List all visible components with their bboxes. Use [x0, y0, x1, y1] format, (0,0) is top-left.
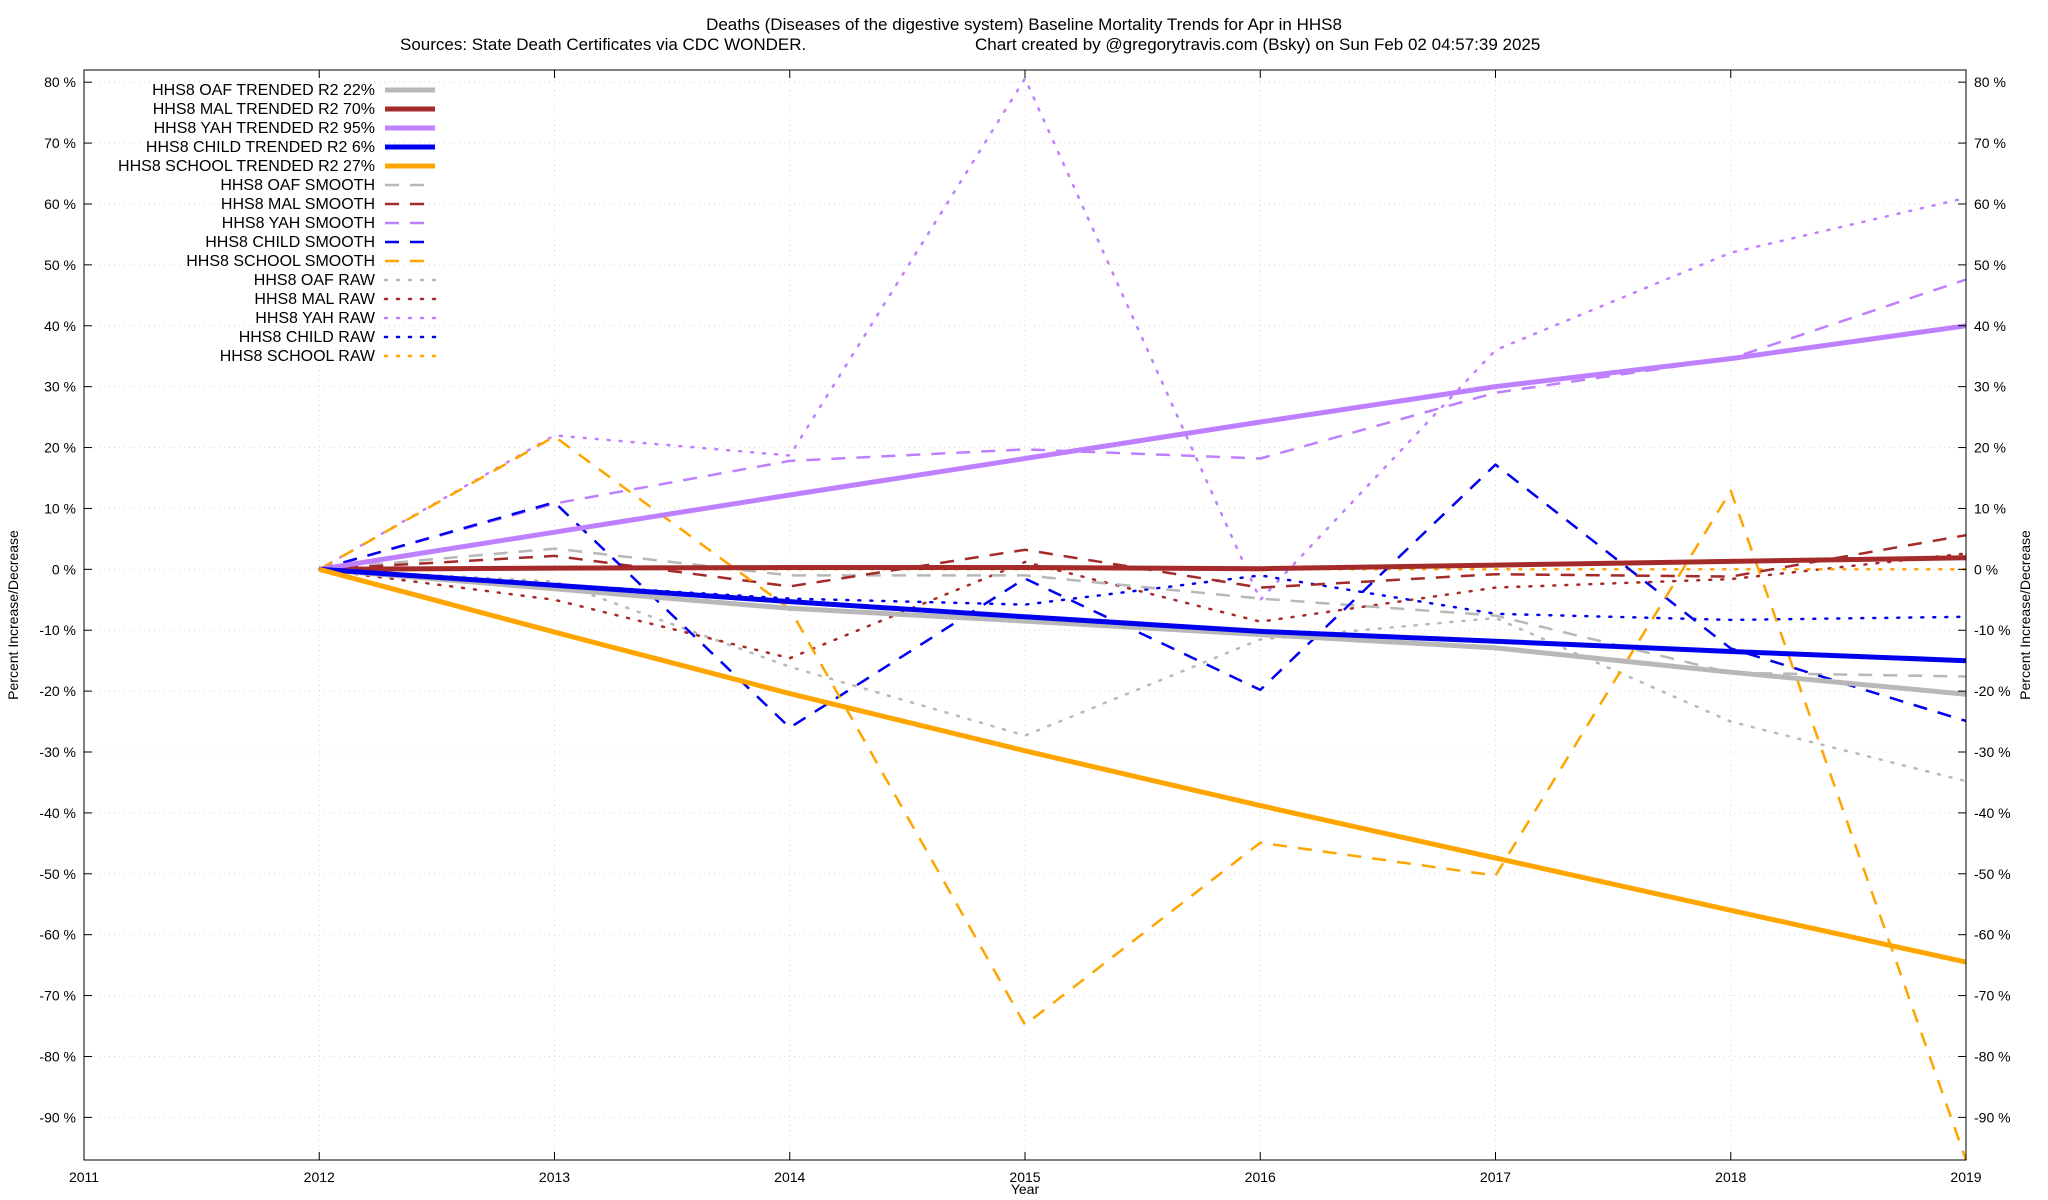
legend-label: HHS8 MAL TRENDED R2 70%	[153, 101, 375, 118]
y-tick-label-right: 10 %	[1974, 500, 2006, 516]
series-line-hhs8-mal-trended-r2	[319, 555, 1967, 572]
y-tick-label-left: 50 %	[44, 257, 76, 273]
x-tick-label: 2018	[1715, 1169, 1746, 1185]
x-tick-label: 2014	[774, 1169, 805, 1185]
y-tick-label-right: -80 %	[1974, 1048, 2011, 1064]
x-tick-label: 2017	[1480, 1169, 1511, 1185]
series-line-hhs8-oaf-trended-r2	[319, 566, 1967, 697]
legend-label: HHS8 CHILD RAW	[239, 329, 376, 346]
legend-label: HHS8 OAF TRENDED R2 22%	[152, 82, 375, 99]
series-line-hhs8-school-trended-r2	[318, 566, 1967, 965]
legend: HHS8 OAF TRENDED R2 22% HHS8 MAL TRENDED …	[118, 82, 437, 365]
y-tick-label-right: 20 %	[1974, 440, 2006, 456]
y-tick-label-left: 60 %	[44, 196, 76, 212]
legend-label: HHS8 SCHOOL RAW	[220, 348, 376, 365]
y-tick-label-left: -40 %	[39, 805, 76, 821]
legend-label: HHS8 CHILD SMOOTH	[205, 234, 375, 251]
y-tick-label-left: 80 %	[44, 74, 76, 90]
y-tick-label-right: -10 %	[1974, 622, 2011, 638]
legend-label: HHS8 YAH TRENDED R2 95%	[154, 120, 375, 137]
chart-subtitle-left: Sources: State Death Certificates via CD…	[400, 35, 806, 54]
legend-label: HHS8 YAH RAW	[255, 310, 376, 327]
series-line-hhs8-yah-raw	[318, 77, 1968, 602]
series-line-hhs8-mal-raw	[318, 552, 1968, 660]
axis-ticks: 80 % 80 % 70 % 70 % 60 % 60 % 50 % 50 % 40 % 40 %…	[39, 70, 2011, 1185]
x-tick-label: 2013	[539, 1169, 570, 1185]
x-tick-label: 2012	[304, 1169, 335, 1185]
y-tick-label-left: 20 %	[44, 440, 76, 456]
x-tick-label: 2019	[1950, 1169, 1981, 1185]
y-tick-label-left: -80 %	[39, 1048, 76, 1064]
x-axis-label: Year	[1011, 1181, 1040, 1197]
y-tick-label-left: 0 %	[52, 561, 76, 577]
series-line-hhs8-oaf-smooth	[319, 547, 1967, 678]
chart-title: Deaths (Diseases of the digestive system…	[706, 15, 1342, 34]
series-line-hhs8-school-smooth	[318, 435, 1968, 1161]
legend-label: HHS8 CHILD TRENDED R2 6%	[146, 139, 375, 156]
series-line-hhs8-yah-trended-r2	[318, 323, 1967, 572]
y-axis-label-left: Percent Increase/Decrease	[5, 530, 21, 700]
legend-label: HHS8 OAF SMOOTH	[220, 177, 375, 194]
grid-lines	[83, 70, 1967, 1160]
y-tick-label-right: 30 %	[1974, 379, 2006, 395]
y-tick-label-left: -60 %	[39, 927, 76, 943]
x-tick-label: 2011	[69, 1169, 99, 1185]
chart-subtitle-right: Chart created by @gregorytravis.com (Bsk…	[975, 35, 1540, 54]
legend-label: HHS8 SCHOOL TRENDED R2 27%	[118, 158, 375, 175]
legend-label: HHS8 OAF RAW	[254, 272, 376, 289]
y-tick-label-right: -60 %	[1974, 927, 2011, 943]
series-line-hhs8-yah-smooth	[318, 278, 1967, 571]
y-tick-label-left: 40 %	[44, 318, 76, 334]
y-tick-label-left: -50 %	[39, 866, 76, 882]
y-tick-label-right: -70 %	[1974, 988, 2011, 1004]
y-tick-label-right: 0 %	[1974, 561, 1998, 577]
y-tick-label-left: 10 %	[44, 500, 76, 516]
y-tick-label-right: 60 %	[1974, 196, 2006, 212]
y-tick-label-left: -20 %	[39, 683, 76, 699]
y-tick-label-right: -40 %	[1974, 805, 2011, 821]
series-line-hhs8-child-smooth	[318, 463, 1967, 729]
y-tick-label-left: -70 %	[39, 988, 76, 1004]
series-line-hhs8-oaf-raw	[318, 568, 1968, 783]
y-axis-label-right: Percent Increase/Decrease	[2017, 530, 2033, 700]
y-tick-label-left: -10 %	[39, 622, 76, 638]
y-tick-label-left: -30 %	[39, 744, 76, 760]
y-tick-label-left: -90 %	[39, 1109, 76, 1125]
y-tick-label-right: -50 %	[1974, 866, 2011, 882]
y-tick-label-right: 50 %	[1974, 257, 2006, 273]
y-tick-label-right: 40 %	[1974, 318, 2006, 334]
y-tick-label-left: 70 %	[44, 135, 76, 151]
y-tick-label-left: 30 %	[44, 379, 76, 395]
y-tick-label-right: -20 %	[1974, 683, 2011, 699]
series-line-hhs8-child-trended-r2	[319, 566, 1967, 664]
legend-label: HHS8 MAL SMOOTH	[221, 196, 375, 213]
y-tick-label-right: -90 %	[1974, 1109, 2011, 1125]
y-tick-label-right: 80 %	[1974, 74, 2006, 90]
x-tick-label: 2015	[1009, 1169, 1040, 1185]
legend-label: HHS8 MAL RAW	[254, 291, 376, 308]
y-tick-label-right: -30 %	[1974, 744, 2011, 760]
legend-label: HHS8 YAH SMOOTH	[222, 215, 375, 232]
series-lines	[318, 77, 1968, 1161]
x-tick-label: 2016	[1245, 1169, 1276, 1185]
legend-label: HHS8 SCHOOL SMOOTH	[186, 253, 375, 270]
y-tick-label-right: 70 %	[1974, 135, 2006, 151]
